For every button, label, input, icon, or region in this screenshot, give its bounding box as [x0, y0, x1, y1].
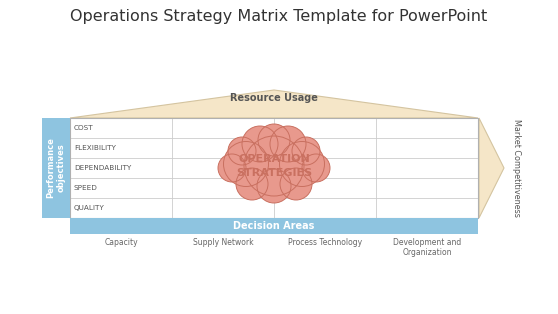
Circle shape — [244, 136, 304, 196]
Text: SPEED: SPEED — [74, 185, 98, 191]
Text: Performance
objectives: Performance objectives — [46, 138, 66, 198]
Circle shape — [257, 169, 291, 203]
Circle shape — [280, 142, 325, 187]
Circle shape — [242, 126, 278, 162]
Text: QUALITY: QUALITY — [74, 205, 105, 211]
Text: Resource Usage: Resource Usage — [230, 93, 318, 103]
Circle shape — [218, 154, 246, 182]
Circle shape — [224, 142, 268, 187]
Text: OPERATION
STRATEGIES: OPERATION STRATEGIES — [236, 154, 312, 178]
Bar — [70, 118, 478, 218]
Circle shape — [270, 126, 306, 162]
Bar — [42, 118, 70, 218]
Text: Market Competitiveness: Market Competitiveness — [512, 119, 521, 217]
Circle shape — [292, 137, 320, 165]
Bar — [70, 118, 478, 218]
Text: FLEXIBILITY: FLEXIBILITY — [74, 145, 116, 151]
Text: Process Technology: Process Technology — [288, 238, 362, 247]
Polygon shape — [479, 118, 504, 218]
Text: DEPENDABILITY: DEPENDABILITY — [74, 165, 131, 171]
Circle shape — [280, 168, 312, 200]
Text: Development and
Organization: Development and Organization — [393, 238, 461, 257]
Circle shape — [228, 137, 256, 165]
Text: Capacity: Capacity — [104, 238, 138, 247]
Circle shape — [302, 154, 330, 182]
Polygon shape — [70, 90, 478, 118]
Text: Supply Network: Supply Network — [193, 238, 253, 247]
Bar — [70, 218, 478, 234]
Circle shape — [236, 168, 268, 200]
Text: COST: COST — [74, 125, 94, 131]
Circle shape — [258, 124, 290, 156]
Text: Decision Areas: Decision Areas — [233, 221, 315, 231]
Text: Operations Strategy Matrix Template for PowerPoint: Operations Strategy Matrix Template for … — [70, 9, 488, 24]
